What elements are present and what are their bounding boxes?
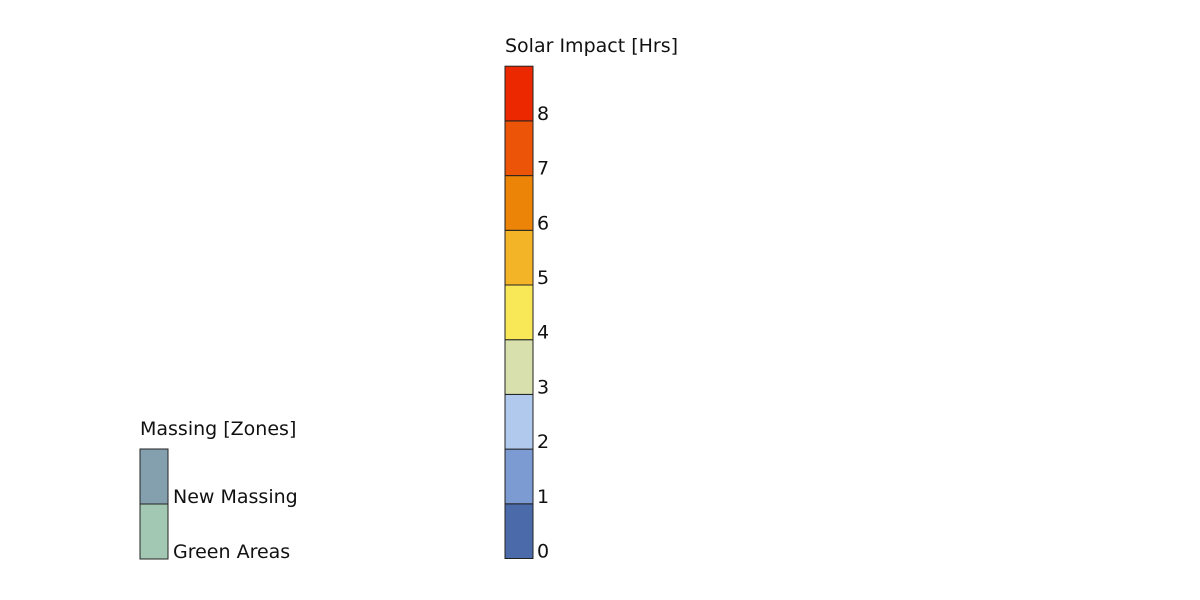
level-label: 3	[537, 376, 549, 398]
color-step	[504, 120, 534, 177]
level-label: 5	[537, 267, 549, 289]
color-step	[504, 284, 534, 341]
swatch	[139, 503, 169, 560]
color-step	[504, 339, 534, 395]
level-label: 4	[537, 322, 549, 344]
level-label: 2	[537, 431, 549, 453]
color-step	[504, 448, 534, 505]
level-label: 7	[537, 158, 549, 180]
massing-title: Massing [Zones]	[140, 418, 296, 440]
level-label: 6	[537, 212, 549, 234]
solar-title: Solar Impact [Hrs]	[505, 35, 678, 57]
level-label: 8	[537, 103, 549, 125]
color-step	[504, 229, 534, 286]
color-step	[504, 503, 534, 559]
legend-label: New Massing	[173, 486, 298, 508]
legend-label: Green Areas	[173, 541, 290, 563]
color-step	[504, 393, 534, 450]
color-step	[504, 65, 534, 122]
level-label: 1	[537, 486, 549, 508]
level-label: 0	[537, 541, 549, 563]
color-step	[504, 175, 534, 231]
swatch	[139, 448, 169, 505]
